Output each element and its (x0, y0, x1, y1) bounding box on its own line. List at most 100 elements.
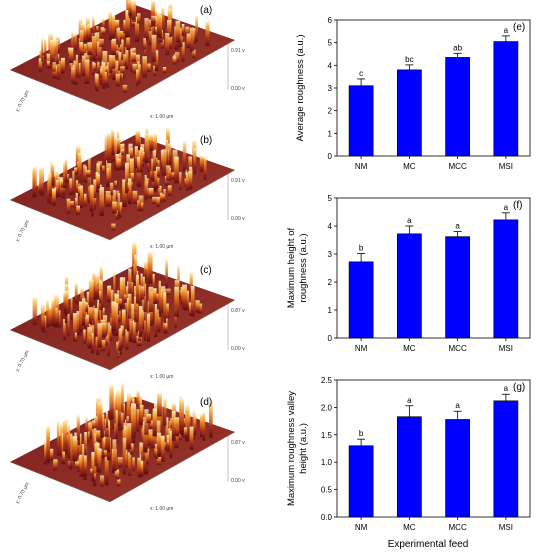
afm-peak (118, 329, 123, 350)
afm-scale-top-a: 0.91 v (231, 48, 245, 54)
y-tick-label: 0.5 (321, 486, 333, 495)
panel-label: (e) (513, 22, 525, 33)
afm-scale-bottom-d: 0.00 v (231, 478, 245, 484)
afm-peak (193, 413, 197, 436)
afm-peak (137, 457, 142, 477)
bar-chart-e: 0 1 2 3 4 5 6 c NM bc MC ab MCC a MSI (e) Average roughn… (295, 16, 531, 171)
afm-peak (83, 454, 87, 476)
afm-peak (87, 24, 91, 41)
afm-peak (117, 193, 121, 217)
afm-peak (187, 171, 193, 190)
afm-peak (104, 135, 110, 166)
y-tick-label: 2 (328, 278, 333, 287)
afm-peak (48, 448, 54, 461)
afm-peak (88, 279, 94, 308)
significance-letter: a (407, 216, 412, 225)
panel-label-d: (d) (200, 397, 212, 408)
afm-peak (55, 307, 58, 325)
afm-peak (151, 15, 156, 24)
afm-peak (64, 159, 68, 183)
afm-x-axis-a: x: 1.00 µm (150, 114, 173, 120)
afm-peak (87, 327, 93, 348)
afm-peak (143, 421, 148, 453)
afm-peak (87, 177, 91, 204)
afm-peak (40, 304, 45, 330)
afm-peak (174, 286, 179, 317)
y-tick-label: 2.5 (321, 376, 333, 385)
afm-peak (121, 309, 126, 334)
afm-peak (182, 284, 187, 310)
y-tick-label: 3 (328, 84, 333, 93)
afm-peak (109, 12, 112, 40)
significance-letter: b (359, 429, 364, 438)
afm-peak (148, 286, 154, 313)
afm-surface-peaks (32, 128, 207, 231)
afm-peak (60, 57, 65, 74)
afm-peak (169, 430, 173, 459)
y-tick-label: 4 (328, 222, 333, 231)
afm-surface-peaks (44, 383, 213, 487)
afm-peak (185, 26, 190, 37)
afm-peak (118, 52, 123, 71)
shared-x-axis-label: Experimental feed (388, 539, 469, 550)
afm-peak (134, 296, 139, 323)
afm-peak (93, 63, 96, 71)
afm-peak (144, 133, 150, 163)
afm-peak (160, 436, 165, 462)
afm-peak (147, 63, 151, 72)
afm-peak (96, 430, 101, 442)
afm-peak (179, 398, 184, 435)
afm-peak (163, 292, 167, 323)
bar-mc (397, 416, 422, 518)
afm-peak (117, 457, 123, 468)
afm-peak (161, 149, 167, 176)
afm-peak (126, 423, 132, 450)
afm-x-axis-c: x: 1.00 µm (150, 374, 173, 380)
afm-peak (171, 410, 176, 441)
afm-peak (114, 393, 118, 424)
afm-peak (63, 292, 67, 311)
afm-peak (85, 315, 89, 330)
afm-peak (130, 443, 134, 455)
plot-frame (336, 379, 531, 518)
afm-panel-b: (b) 0.91 v 0.00 v x: 1.00 µm y: 0.70 µm (9, 128, 245, 250)
afm-peak (132, 320, 137, 343)
afm-peak (181, 24, 185, 36)
afm-peak (87, 431, 90, 442)
y-axis-label: Maximum height of (286, 228, 297, 309)
afm-peak (203, 156, 207, 180)
afm-peak (46, 53, 52, 68)
afm-peak (119, 298, 122, 306)
y-tick-label: 2.0 (321, 403, 333, 412)
afm-peak (150, 428, 156, 449)
afm-peak (102, 307, 105, 319)
afm-peak (179, 432, 182, 440)
afm-peak (44, 441, 47, 465)
afm-peak (95, 74, 99, 92)
afm-peak (97, 448, 102, 473)
afm-peak (92, 16, 95, 37)
afm-peak (136, 274, 139, 304)
afm-peak (80, 288, 84, 306)
afm-peak (188, 156, 192, 173)
afm-peak (60, 181, 66, 195)
afm-y-axis-b: y: 0.70 µm (14, 219, 30, 243)
afm-peak (144, 175, 147, 201)
afm-peak (79, 42, 83, 56)
afm-peak (92, 421, 95, 455)
afm-peak (199, 155, 204, 172)
afm-peak (112, 399, 117, 429)
afm-peak (60, 180, 66, 188)
afm-y-axis-c: y: 0.70 µm (14, 349, 30, 373)
y-tick-label: 1 (328, 129, 333, 138)
afm-peak (52, 65, 57, 79)
afm-peak (171, 172, 176, 180)
afm-peak (140, 273, 143, 296)
afm-peak (143, 438, 149, 475)
afm-peak (99, 38, 104, 47)
afm-peak (105, 191, 111, 207)
afm-peak (122, 179, 127, 208)
afm-x-axis-d: x: 1.00 µm (150, 506, 173, 512)
afm-peak (109, 384, 114, 420)
